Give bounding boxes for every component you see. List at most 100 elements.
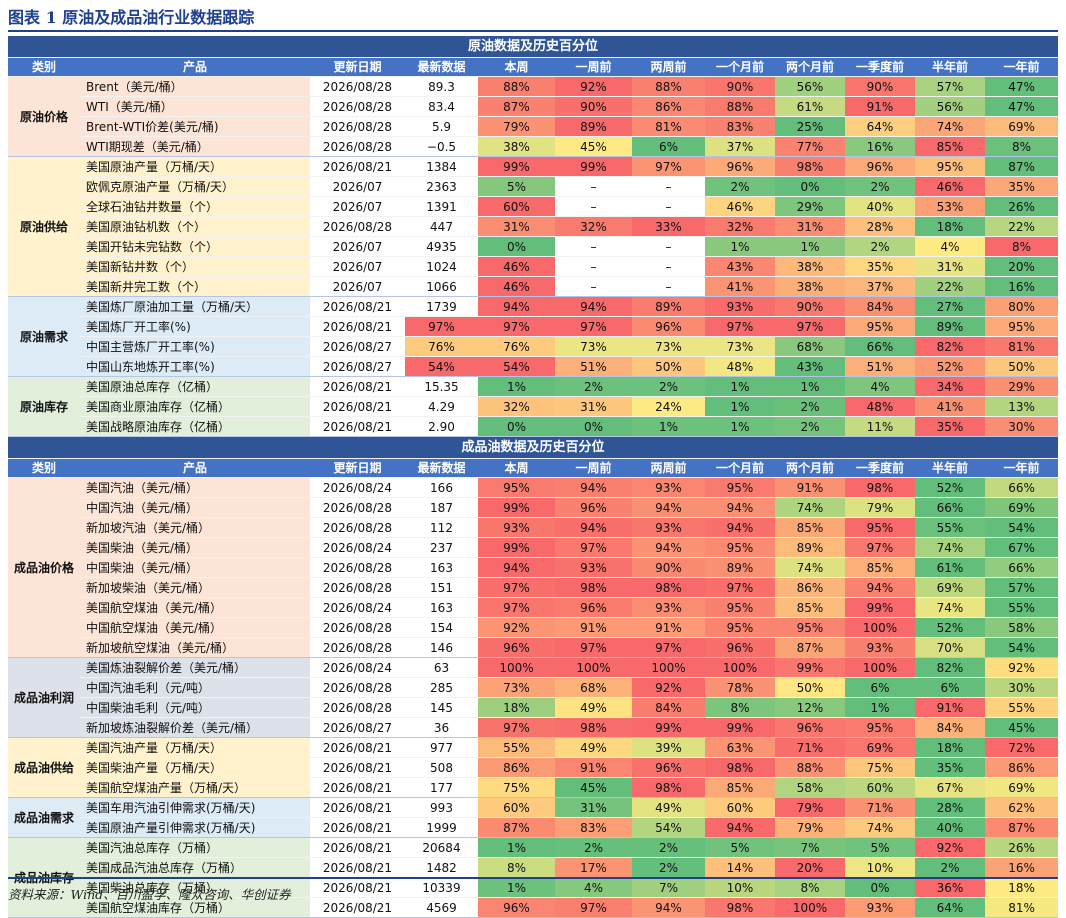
category-label: 原油价格 [8,76,80,157]
column-header: 一季度前 [845,458,915,478]
latest-value: 36 [405,717,478,738]
percentile-cell: 75% [478,777,555,798]
percentile-cell: 74% [845,817,915,838]
update-date: 2026/08/28 [310,517,405,538]
percentile-cell: 100% [478,657,555,678]
percentile-cell: 83% [555,817,632,838]
product-name: 中国汽油（美元/桶） [80,497,310,518]
percentile-cell: 4% [915,236,985,257]
table-row: 美国柴油产量（万桶/天） 2026/08/21 508 86% 91% 96% 98% 88%… [8,757,1059,778]
column-header: 更新日期 [310,57,405,77]
percentile-cell: 18% [915,737,985,758]
update-date: 2026/07 [310,176,405,197]
update-date: 2026/08/21 [310,156,405,177]
product-name: 美国原油总库存（亿桶） [80,376,310,397]
percentile-cell: 46% [478,276,555,297]
percentile-cell: 28% [845,216,915,237]
percentile-cell: 89% [915,316,985,337]
percentile-cell: 43% [705,256,775,277]
percentile-cell: 52% [915,477,985,498]
percentile-cell: 56% [775,76,845,97]
percentile-cell: 55% [478,737,555,758]
table-row: 美国柴油（美元/桶） 2026/08/24 237 99% 97% 94% 95% 89% 97… [8,537,1059,558]
percentile-cell: 89% [555,116,632,137]
percentile-cell: 73% [478,677,555,698]
percentile-cell: 71% [775,737,845,758]
percentile-cell: 81% [985,336,1059,357]
latest-value: 5.9 [405,116,478,137]
update-date: 2026/08/28 [310,497,405,518]
data-table: 原油数据及历史百分位 类别 产品 更新日期 最新数据 本周 一周前 两周前 一个月前 两个月前 一季… [8,36,1059,918]
percentile-cell: 0% [555,416,632,437]
percentile-cell: 11% [845,416,915,437]
percentile-cell: 89% [705,557,775,578]
percentile-cell: 48% [845,396,915,417]
percentile-cell: 86% [985,757,1059,778]
table-row: 美国原油产量引伸需求(万桶/天) 2026/08/21 1999 87% 83% 54% 9… [8,817,1059,838]
latest-value: 237 [405,537,478,558]
percentile-cell: 62% [985,797,1059,818]
percentile-cell: 90% [705,76,775,97]
latest-value: 1999 [405,817,478,838]
percentile-cell: 88% [705,96,775,117]
update-date: 2026/08/24 [310,537,405,558]
percentile-cell: 73% [632,336,705,357]
latest-value: 83.4 [405,96,478,117]
percentile-cell: 100% [555,657,632,678]
percentile-cell: 30% [985,416,1059,437]
percentile-cell: 96% [555,597,632,618]
latest-value: 285 [405,677,478,698]
percentile-cell: 81% [985,897,1059,918]
product-name: 美国原油钻机数（个） [80,216,310,237]
table-row: 美国航空煤油（美元/桶） 2026/08/24 163 97% 96% 93% 95% 85%… [8,597,1059,618]
table-row: 类别 产品 更新日期 最新数据 本周 一周前 两周前 一个月前 两个月前 一季度前 半年前 一年前 [8,458,1059,478]
latest-value: 112 [405,517,478,538]
percentile-cell: 20% [775,857,845,878]
product-name: 美国原油产量引伸需求(万桶/天) [80,817,310,838]
table-row: 成品油利润 美国炼油裂解价差（美元/桶） 2026/08/24 63 100% 100% 1… [8,657,1059,738]
table-row: 新加坡炼油裂解价差（美元/桶） 2026/08/27 36 97% 98% 99% 99% 9… [8,717,1059,738]
percentile-cell: 60% [845,777,915,798]
table-row: 成品油价格 美国汽油（美元/桶） 2026/08/24 166 95% 94% 93% 95%… [8,477,1059,658]
percentile-cell: 85% [845,557,915,578]
product-name: 美国商业原油库存（亿桶） [80,396,310,417]
product-name: 美国航空煤油产量（万桶/天） [80,777,310,798]
percentile-cell: 2% [845,176,915,197]
update-date: 2026/08/21 [310,857,405,878]
percentile-cell: 97% [775,316,845,337]
latest-value: 2.90 [405,416,478,437]
percentile-cell: 40% [915,817,985,838]
percentile-cell: 18% [915,216,985,237]
percentile-cell: 98% [705,757,775,778]
update-date: 2026/08/28 [310,637,405,658]
product-name: Brent-WTI价差(美元/桶) [80,116,310,137]
percentile-cell: 35% [845,256,915,277]
percentile-cell: 99% [632,717,705,738]
percentile-cell: 2% [705,176,775,197]
percentile-cell: 97% [705,577,775,598]
latest-value: 154 [405,617,478,638]
percentile-cell: 20% [985,256,1059,277]
column-header: 一年前 [985,458,1059,478]
product-name: 美国柴油产量（万桶/天） [80,757,310,778]
percentile-cell: 72% [985,737,1059,758]
percentile-cell: 2% [555,376,632,397]
product-name: 美国汽油（美元/桶） [80,477,310,498]
category-label: 成品油价格 [8,477,80,658]
table-row: 美国商业原油库存（亿桶） 2026/08/21 4.29 32% 31% 24% 1% 2% 4… [8,396,1059,417]
update-date: 2026/08/28 [310,136,405,157]
category-label: 成品油利润 [8,657,80,738]
percentile-cell: 4% [555,877,632,898]
product-name: 美国新井完工数（个） [80,276,310,297]
percentile-cell: 58% [985,617,1059,638]
product-name: 美国航空煤油（美元/桶） [80,597,310,618]
percentile-cell: 79% [845,497,915,518]
product-name: 新加坡炼油裂解价差（美元/桶） [80,717,310,738]
table-row: 原油数据及历史百分位 [8,36,1059,58]
percentile-cell: 1% [845,697,915,718]
percentile-cell: – [555,256,632,277]
percentile-cell: 94% [555,477,632,498]
percentile-cell: 93% [845,897,915,918]
latest-value: 20684 [405,837,478,858]
percentile-cell: 37% [705,136,775,157]
